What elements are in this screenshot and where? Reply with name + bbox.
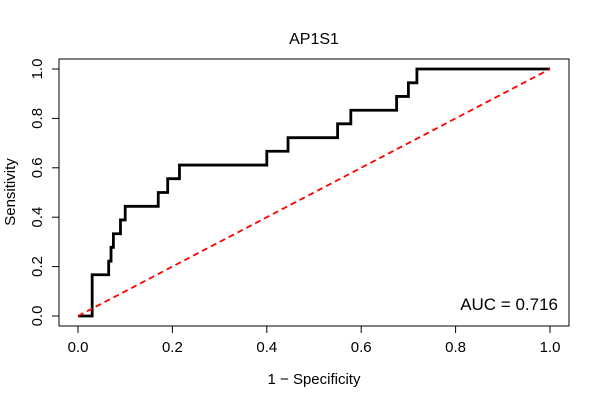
x-tick-label: 0.0 bbox=[68, 339, 89, 356]
reference-diagonal-line bbox=[77, 68, 551, 317]
x-tick-label: 0.6 bbox=[351, 339, 372, 356]
y-tick-label: 0.2 bbox=[29, 256, 46, 277]
x-tick-label: 0.4 bbox=[256, 339, 277, 356]
chart-title: AP1S1 bbox=[289, 31, 339, 48]
y-tick-label: 0.6 bbox=[29, 157, 46, 178]
y-tick-label: 0.4 bbox=[29, 207, 46, 228]
x-tick-label: 1.0 bbox=[540, 339, 561, 356]
x-axis: 0.0 0.2 0.4 0.6 0.8 1.0 bbox=[68, 325, 561, 356]
auc-annotation: AUC = 0.716 bbox=[460, 295, 558, 314]
y-axis: 0.0 0.2 0.4 0.6 0.8 1.0 bbox=[29, 59, 60, 327]
roc-curve bbox=[78, 67, 550, 318]
y-tick-label: 0.8 bbox=[29, 108, 46, 129]
x-tick-label: 0.8 bbox=[445, 339, 466, 356]
x-tick-label: 0.2 bbox=[162, 339, 183, 356]
y-axis-label: Sensitivity bbox=[2, 158, 19, 226]
series-layer bbox=[77, 67, 551, 318]
y-tick-label: 0.0 bbox=[29, 306, 46, 327]
x-axis-label: 1 − Specificity bbox=[268, 371, 361, 388]
y-tick-label: 1.0 bbox=[29, 59, 46, 80]
